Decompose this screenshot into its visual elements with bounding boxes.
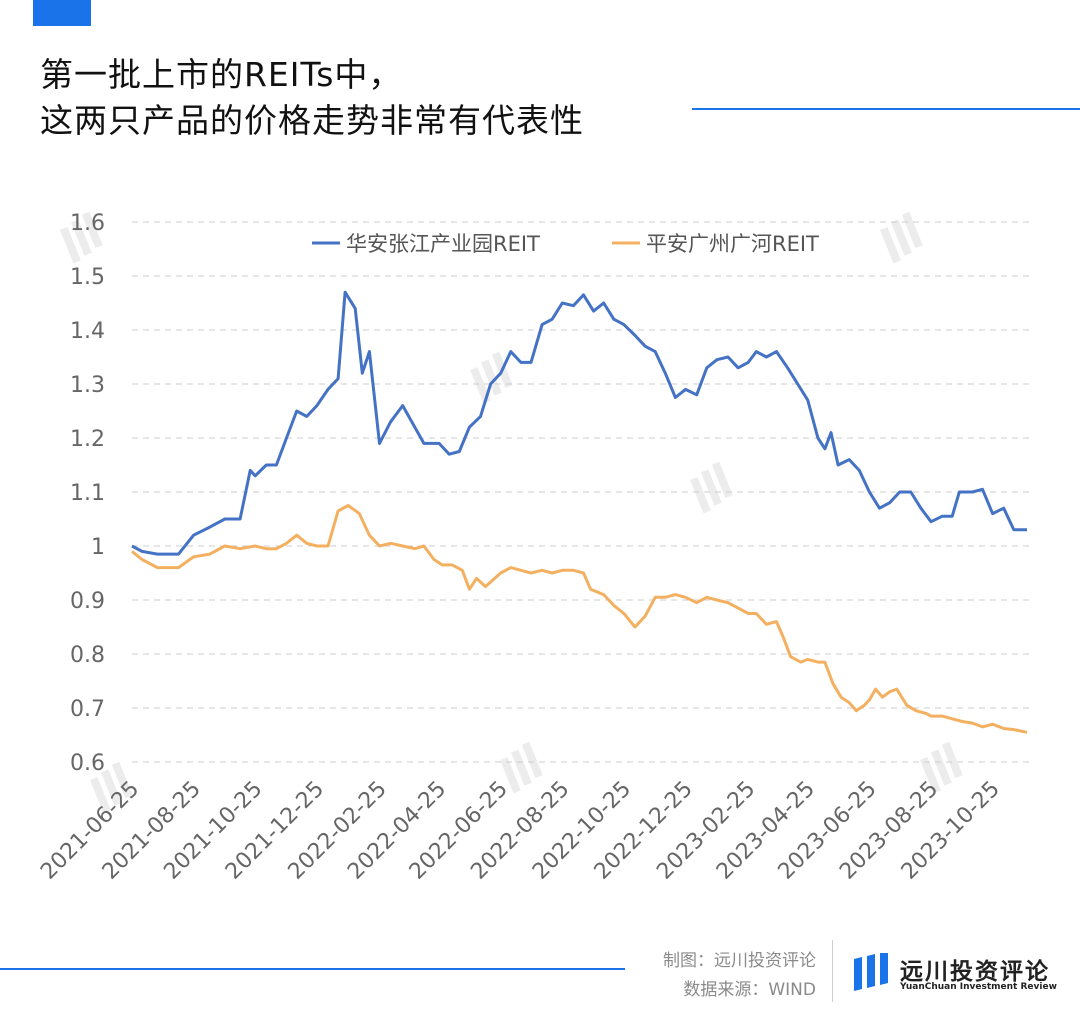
watermark-bar <box>941 741 963 779</box>
watermark-bar <box>480 359 502 396</box>
watermark-bar <box>60 227 81 264</box>
watermark <box>690 461 733 514</box>
watermark-bar <box>100 769 122 806</box>
watermark-bar <box>500 757 521 794</box>
y-tick-label: 1 <box>91 535 105 560</box>
header-accent-block <box>33 0 91 26</box>
watermark-bar <box>880 227 901 264</box>
data-source-credit: 数据来源：WIND <box>683 980 816 1000</box>
watermark-bar <box>521 741 543 779</box>
y-tick-label: 1.3 <box>70 373 105 398</box>
x-axis-ticks: 2021-06-252021-08-252021-10-252021-12-25… <box>36 777 1005 885</box>
y-tick-label: 1.4 <box>70 319 105 344</box>
watermark-bar <box>81 211 103 249</box>
watermark-bar <box>70 219 92 256</box>
grid-lines <box>132 221 1030 763</box>
series-line-1 <box>131 290 1027 556</box>
watermark <box>90 761 133 814</box>
chart-maker-credit: 制图：远川投资评论 <box>663 951 816 971</box>
watermark <box>60 211 103 264</box>
y-tick-label: 0.9 <box>70 589 105 614</box>
brand-logo-icon <box>854 953 888 991</box>
watermark-bar <box>711 461 733 499</box>
y-tick-label: 1.6 <box>70 211 105 236</box>
y-tick-label: 0.6 <box>70 751 105 776</box>
title-underline <box>692 108 1080 110</box>
chart-legend: 华安张江产业园REIT 平安广州广河REIT <box>312 232 819 256</box>
brand-english-name: YuanChuan Investment Review <box>900 982 1057 992</box>
watermark-bar <box>111 761 133 799</box>
brand-name: 远川投资评论 <box>900 959 1050 985</box>
y-tick-label: 1.5 <box>70 265 105 290</box>
watermark-bar <box>690 477 711 514</box>
y-tick-label: 0.8 <box>70 643 105 668</box>
watermark <box>920 741 963 794</box>
watermark-bar <box>901 211 923 249</box>
watermark-bar <box>930 749 952 786</box>
watermark-bar <box>700 469 722 506</box>
watermark <box>500 741 543 794</box>
footer-underline <box>0 968 625 970</box>
title-line-1: 第一批上市的REITs中， <box>40 55 403 94</box>
watermark-bar <box>90 777 111 814</box>
brand-divider <box>832 940 833 1002</box>
series-lines <box>131 290 1028 734</box>
watermark <box>880 211 923 264</box>
watermark-bar <box>510 749 532 786</box>
title-line-2: 这两只产品的价格走势非常有代表性 <box>40 101 584 140</box>
line-chart: 0.6 0.7 0.8 0.9 1 1.1 1.2 1.3 1.4 1.5 1.6 2021-06-… <box>36 211 1030 885</box>
watermark-bar <box>890 219 912 256</box>
legend-label-2: 平安广州广河REIT <box>646 232 819 256</box>
watermark-layer <box>60 211 963 814</box>
watermark-bar <box>920 757 941 794</box>
y-axis-ticks: 0.6 0.7 0.8 0.9 1 1.1 1.2 1.3 1.4 1.5 1.6 <box>70 211 105 776</box>
page-title: 第一批上市的REITs中， 这两只产品的价格走势非常有代表性 <box>40 52 584 144</box>
series-line-2 <box>131 504 1028 734</box>
y-tick-label: 0.7 <box>70 697 105 722</box>
y-tick-label: 1.2 <box>70 427 105 452</box>
y-tick-label: 1.1 <box>70 481 105 506</box>
watermark-bar <box>470 367 491 404</box>
legend-label-1: 华安张江产业园REIT <box>346 232 540 256</box>
